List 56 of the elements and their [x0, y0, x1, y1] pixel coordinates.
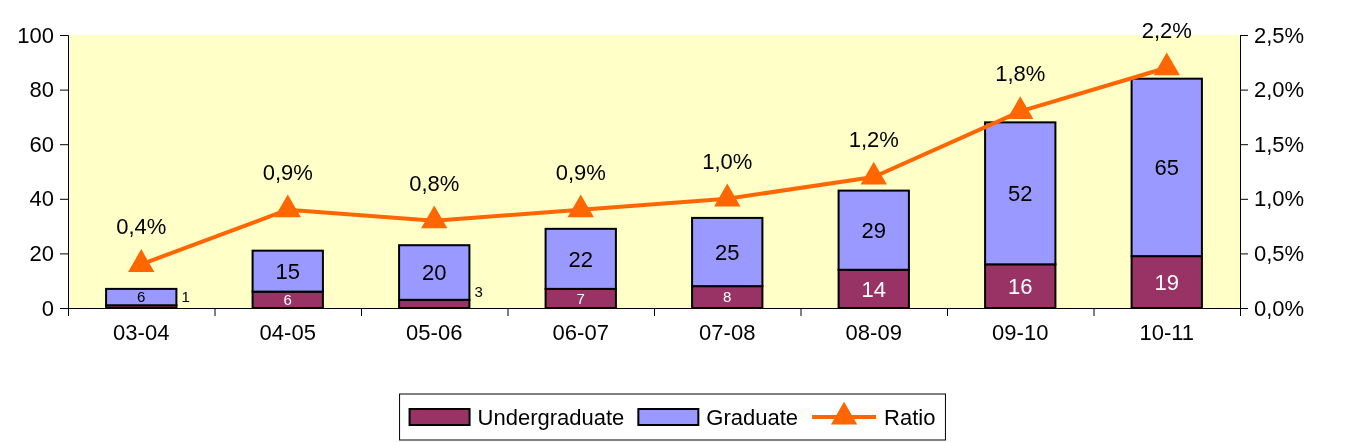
data-label: 0,9%	[555, 159, 606, 185]
data-label: 29	[861, 217, 886, 243]
x-tick-label: 04-05	[259, 319, 316, 345]
data-label: 19	[1154, 269, 1179, 295]
legend-label: Undergraduate	[477, 404, 625, 430]
data-label: 7	[576, 289, 585, 307]
data-label: 52	[1008, 181, 1033, 207]
data-label: 15	[275, 258, 300, 284]
data-label: 2,2%	[1141, 17, 1192, 43]
y-tick-label: 80	[29, 77, 54, 103]
data-label: 14	[861, 276, 886, 302]
y2-tick-label: 1,0%	[1254, 186, 1305, 212]
y-tick-label: 100	[17, 22, 54, 48]
y2-tick-label: 2,0%	[1254, 77, 1305, 103]
data-label: 22	[568, 246, 593, 272]
point	[421, 205, 448, 229]
data-label: 1,0%	[702, 148, 753, 174]
point	[274, 194, 301, 218]
y-tick-label: 60	[29, 131, 54, 157]
x-tick-label: 07-08	[699, 319, 756, 345]
point	[860, 161, 887, 185]
x-tick-label: 05-06	[406, 319, 463, 345]
data-label: 6	[283, 291, 292, 309]
x-tick-label: 10-11	[1139, 319, 1195, 345]
y2-tick-label: 2,5%	[1254, 22, 1305, 48]
data-label: 1,2%	[848, 126, 899, 152]
point	[128, 249, 155, 272]
point	[1007, 96, 1034, 120]
x-tick-label: 03-04	[113, 319, 170, 345]
x-tick-label: 06-07	[552, 319, 609, 345]
point	[714, 183, 741, 207]
data-label: 1,8%	[995, 61, 1046, 87]
bar	[105, 287, 178, 307]
legend-label: Graduate	[706, 404, 799, 430]
data-label: 1	[181, 288, 190, 306]
data-label: 25	[715, 239, 740, 265]
data-label: 65	[1154, 155, 1179, 181]
data-label: 0,9%	[262, 159, 313, 185]
point	[1153, 52, 1180, 76]
y-tick-label: 0	[41, 295, 54, 321]
data-label: 3	[474, 282, 483, 300]
y2-tick-label: 0,0%	[1254, 295, 1305, 321]
y-tick-label: 40	[29, 186, 54, 212]
data-label: 6	[137, 288, 146, 306]
data-label: 20	[422, 260, 447, 286]
y2-tick-label: 0,5%	[1254, 240, 1305, 266]
point	[567, 194, 594, 218]
y2-tick-label: 1,5%	[1254, 131, 1305, 157]
y-tick-label: 20	[29, 240, 54, 266]
data-label: 16	[1008, 273, 1033, 299]
data-label: 0,4%	[116, 214, 167, 240]
x-tick-label: 08-09	[845, 319, 902, 345]
x-tick-label: 09-10	[992, 319, 1049, 345]
data-label: 0,8%	[409, 170, 460, 196]
legend-label: Ratio	[884, 404, 936, 430]
data-label: 8	[723, 288, 732, 306]
